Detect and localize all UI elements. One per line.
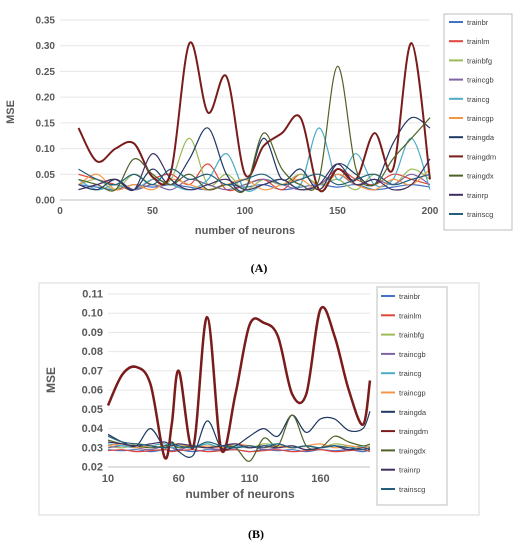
- chart-a-ytick-label: 0.10: [36, 144, 56, 155]
- chart-a-plot: 0.00 0.05 0.10 0.15 0.20 0.25 0.30 0.35 0 50 100 15…: [36, 16, 439, 218]
- chart-b-ytick-label: 0.03: [82, 442, 103, 454]
- chart-b-ytick-label: 0.02: [82, 462, 103, 474]
- chart-b-xtick-label: 10: [102, 473, 114, 485]
- chart-b-ytick-label: 0.04: [82, 423, 104, 435]
- chart-a-ytick-label: 0.00: [36, 196, 56, 207]
- chart-a-series-trainscg: [78, 168, 431, 186]
- chart-a-legend-label-traincgb: traincgb: [467, 76, 494, 85]
- chart-b-xlabel: number of neurons: [185, 487, 295, 501]
- chart-a-xtick-label: 100: [237, 206, 254, 217]
- chart-a-ytick-label: 0.35: [36, 16, 56, 27]
- chart-b: MSE number of neurons 0.020.030.040.050.…: [38, 282, 480, 541]
- chart-a-legend-label-traincgp: traincgp: [467, 114, 494, 123]
- chart-b-series-trainlm: [107, 449, 371, 453]
- chart-b-legend-label-traincgb: traincgb: [399, 350, 426, 359]
- chart-a-series-traincgp: [78, 168, 431, 191]
- chart-b-legend-label-traingdm: traingdm: [399, 427, 428, 436]
- chart-a-ylabel: MSE: [5, 100, 17, 124]
- chart-a-xtick-label: 0: [57, 206, 63, 217]
- chart-a-ytick-label: 0.20: [36, 93, 56, 104]
- chart-b-ylabel: MSE: [44, 367, 58, 393]
- chart-b-legend-label-trainbr: trainbr: [399, 292, 421, 301]
- chart-b-ytick-label: 0.09: [82, 327, 103, 339]
- chart-a-legend-label-traingda: traingda: [467, 133, 495, 142]
- chart-a-ytick-label: 0.25: [36, 67, 56, 78]
- chart-b-series-trainscg: [107, 435, 371, 451]
- chart-a-legend-label-trainbr: trainbr: [467, 18, 489, 27]
- chart-a-xtick-label: 50: [147, 206, 159, 217]
- chart-a-legend-label-traingdx: traingdx: [467, 172, 494, 181]
- chart-a-ytick-label: 0.15: [36, 118, 56, 129]
- chart-b-ytick-label: 0.11: [82, 289, 103, 301]
- chart-b-legend-label-trainrp: trainrp: [399, 466, 420, 475]
- chart-b-series-traingdx: [107, 414, 371, 462]
- chart-a-legend-label-trainlm: trainlm: [467, 37, 490, 46]
- chart-b-xtick-label: 110: [241, 473, 259, 485]
- chart-b-legend-label-traincg: traincg: [399, 369, 422, 378]
- chart-a-ytick-label: 0.30: [36, 41, 56, 52]
- chart-a-panel-label: (A): [251, 261, 268, 275]
- chart-a-ytick-label: 0.05: [36, 170, 56, 181]
- chart-a-legend-label-trainrp: trainrp: [467, 191, 488, 200]
- chart-a-xtick-label: 150: [329, 206, 346, 217]
- chart-b-legend-label-trainbfg: trainbfg: [399, 331, 424, 340]
- chart-b-legend-label-trainscg: trainscg: [399, 485, 425, 494]
- chart-b-panel-label: (B): [248, 527, 264, 541]
- chart-a-legend-label-traincg: traincg: [467, 95, 490, 104]
- chart-a-legend-label-traingdm: traingdm: [467, 152, 496, 161]
- chart-b-legend-label-traingdx: traingdx: [399, 446, 426, 455]
- chart-a-series-traingdx: [78, 65, 431, 194]
- chart-b-plot: 0.02 0.03 0.04 0.05 0.06 0.07 0.08 0.09 0.10 0.11…: [82, 289, 372, 485]
- chart-b-series-traingda: [107, 411, 371, 458]
- chart-b-xtick-label: 160: [311, 473, 329, 485]
- chart-b-ytick-label: 0.10: [82, 308, 103, 320]
- chart-a-xtick-label: 200: [422, 206, 439, 217]
- chart-b-ytick-label: 0.06: [82, 385, 103, 397]
- chart-b-ytick-label: 0.07: [82, 365, 103, 377]
- chart-b-frame: [38, 282, 480, 516]
- chart-b-legend: trainbr trainlm trainbfg traincgb traincg tra…: [381, 292, 428, 494]
- chart-b-legend-label-traingda: traingda: [399, 408, 427, 417]
- chart-a-legend-label-trainscg: trainscg: [467, 210, 493, 219]
- chart-a: MSE number of neurons 0.000.050.100.150.…: [5, 13, 513, 275]
- chart-a-legend: trainbr trainlm trainbfg traincgb traincg tra…: [449, 18, 496, 219]
- chart-b-legend-label-trainlm: trainlm: [399, 311, 422, 320]
- chart-b-legend-label-traincgp: traincgp: [399, 389, 426, 398]
- chart-b-legend-box: [376, 286, 448, 506]
- chart-a-legend-label-trainbfg: trainbfg: [467, 56, 492, 65]
- chart-a-series-traingdm: [77, 41, 431, 193]
- chart-b-series-traingdm: [106, 305, 372, 460]
- chart-a-xlabel: number of neurons: [195, 225, 295, 237]
- chart-b-ytick-label: 0.05: [82, 404, 103, 416]
- chart-b-xtick-label: 60: [173, 473, 185, 485]
- chart-a-series-trainrp: [78, 153, 431, 192]
- chart-b-ytick-label: 0.08: [82, 346, 103, 358]
